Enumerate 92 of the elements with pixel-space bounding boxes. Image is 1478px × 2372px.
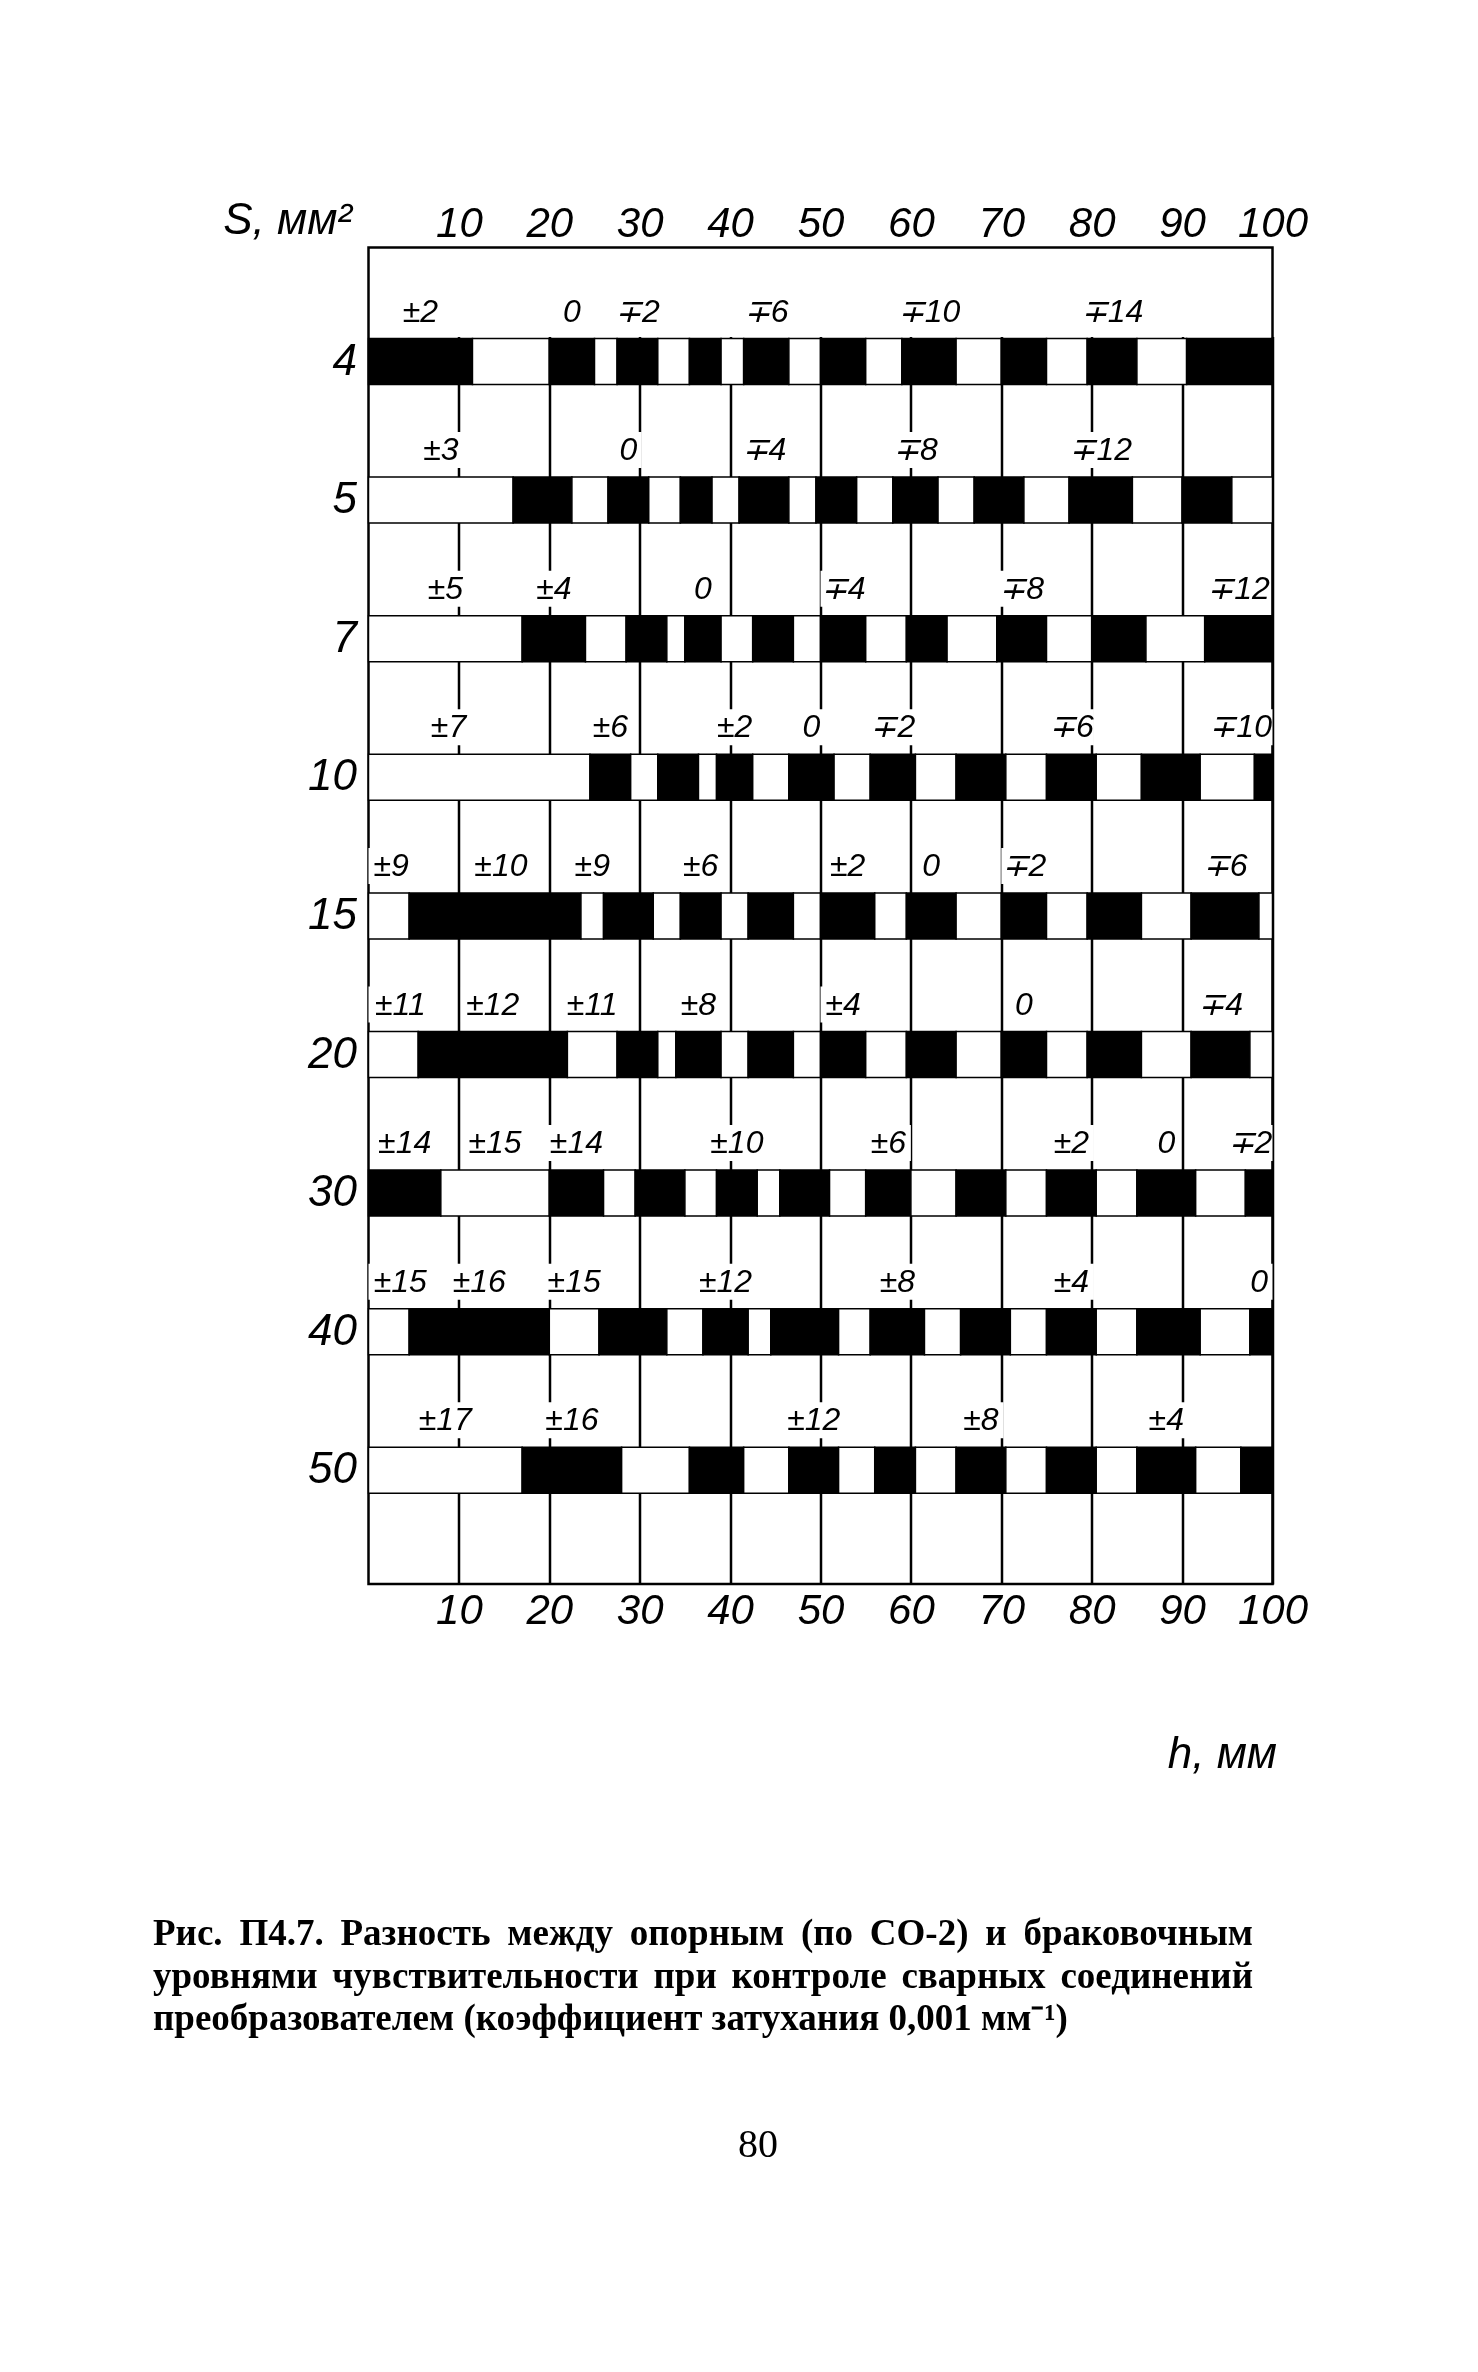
annotation: 0 (1157, 1124, 1176, 1161)
x-tick-label: 40 (707, 199, 755, 246)
annotation: ±15 (468, 1124, 522, 1161)
annotation: ±2 (402, 292, 439, 329)
annotation: ∓10 (897, 292, 961, 329)
annotation: ±2 (1053, 1124, 1090, 1161)
annotation: ±8 (963, 1401, 999, 1438)
annotation: ∓6 (1202, 846, 1248, 883)
annotation: ∓12 (1207, 569, 1271, 606)
y-tick-label: 5 (332, 473, 358, 523)
annotation: ±10 (474, 846, 528, 883)
annotation: ±15 (373, 1262, 428, 1299)
annotation: ∓4 (741, 431, 787, 468)
annotation: ±14 (549, 1124, 603, 1161)
y-axis-title: S, мм² (223, 194, 354, 243)
x2-tick-label: 30 (616, 1586, 665, 1634)
annotation: ±11 (374, 985, 426, 1022)
annotation: ∓14 (1080, 292, 1144, 329)
x2-tick-label: 80 (1068, 1586, 1117, 1634)
annotation: ±17 (418, 1401, 474, 1438)
annotation: ∓8 (999, 569, 1045, 606)
x-tick-label: 50 (797, 199, 845, 246)
annotation: 0 (619, 431, 638, 468)
annotation: ±16 (545, 1401, 599, 1438)
annotation: ±8 (680, 985, 717, 1022)
annotation: ∓12 (1069, 431, 1133, 468)
annotation: ±5 (427, 569, 464, 606)
annotation: ±11 (566, 985, 618, 1022)
y-tick-label: 10 (308, 750, 358, 800)
annotation: ±6 (870, 1124, 907, 1161)
annotation: ∓2 (615, 292, 661, 329)
annotation: ±4 (1148, 1401, 1184, 1438)
annotation: ±6 (592, 708, 629, 745)
annotation: ∓4 (820, 569, 866, 606)
x-tick-label: 20 (525, 199, 574, 246)
annotation: ∓6 (743, 292, 789, 329)
text: 80 (737, 2120, 779, 2167)
annotation: 0 (802, 708, 821, 745)
annotation: ±6 (683, 846, 719, 883)
annotation: ±3 (423, 431, 459, 468)
annotation: ±2 (829, 846, 866, 883)
x2-tick-label: 40 (707, 1586, 755, 1634)
annotation: ∓10 (1209, 708, 1273, 745)
annotation: 0 (1015, 985, 1033, 1022)
annotation: 0 (563, 292, 581, 329)
y-tick-label: 20 (307, 1027, 358, 1077)
x2-tick-label: 70 (978, 1586, 1026, 1634)
x2-tick-label: 50 (797, 1586, 845, 1634)
x2-tick-label: 20 (525, 1586, 574, 1634)
x2-tick-label: 60 (888, 1586, 936, 1634)
x-tick-label: 10 (436, 199, 484, 246)
x-tick-label: 80 (1068, 199, 1117, 246)
annotation: ∓2 (1001, 846, 1047, 883)
annotation: ∓4 (1198, 985, 1243, 1022)
x-tick-label: 60 (888, 199, 936, 246)
x2-tick-label: 10 (436, 1586, 484, 1634)
x2-tick-label: 90 (1159, 1586, 1207, 1634)
annotation: ±9 (373, 846, 409, 883)
annotation: ±16 (452, 1262, 507, 1299)
text: Рис. П4.7. Разность между опорным (по СО-2) и браковочным уровнями чувствительности при контроле сварных соединений преобразователем (коэффициент затухания 0,001 мм⁻¹) (153, 1912, 1253, 2040)
annotation: ±15 (547, 1262, 601, 1299)
x-tick-label: 100 (1237, 199, 1309, 246)
x2-tick-label: 100 (1237, 1586, 1309, 1634)
annotation: ±4 (1053, 1262, 1090, 1299)
annotation: ∓2 (870, 708, 916, 745)
y-tick-label: 50 (308, 1443, 358, 1493)
annotation: ±12 (699, 1262, 753, 1299)
annotation: ±12 (787, 1401, 841, 1438)
annotation: ∓2 (1227, 1124, 1273, 1161)
annotation: ∓8 (893, 431, 939, 468)
x-tick-label: 90 (1159, 199, 1207, 246)
annotation: ±12 (466, 985, 520, 1022)
y-tick-label: 4 (332, 334, 357, 384)
y-tick-label: 30 (308, 1166, 358, 1216)
annotation: ±2 (716, 708, 753, 745)
annotation: ±9 (574, 846, 611, 883)
annotation: ±10 (710, 1124, 764, 1161)
y-tick-label: 7 (332, 611, 359, 661)
x-axis-title: h, мм (1167, 1728, 1277, 1778)
y-tick-label: 40 (308, 1304, 358, 1354)
x-tick-label: 70 (978, 199, 1026, 246)
x-tick-label: 30 (616, 199, 665, 246)
annotation: ±14 (378, 1124, 432, 1161)
annotation: ∓6 (1048, 708, 1094, 745)
annotation: ±8 (879, 1262, 916, 1299)
annotation: ±4 (536, 569, 572, 606)
annotation: ±7 (430, 708, 468, 745)
annotation: 0 (694, 569, 713, 606)
y-tick-label: 15 (308, 888, 358, 938)
annotation: 0 (922, 846, 941, 883)
annotation: 0 (1250, 1262, 1269, 1299)
annotation: ±4 (825, 985, 861, 1022)
